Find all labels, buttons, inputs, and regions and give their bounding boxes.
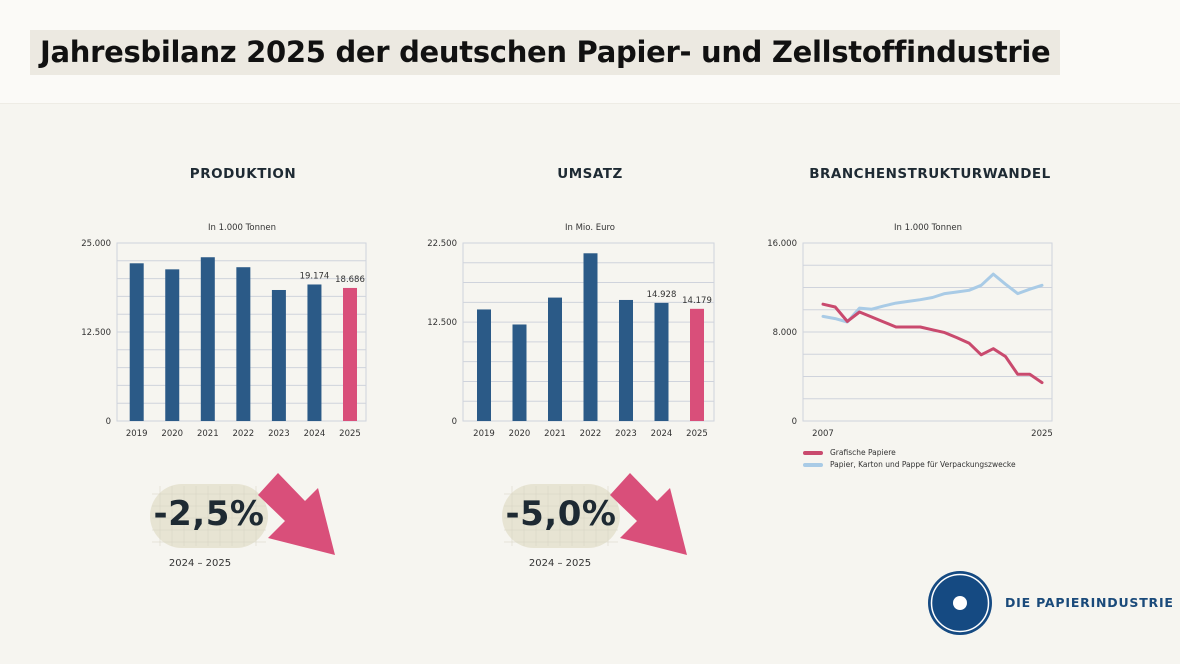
legend-label-graphic-papers: Grafische Papiere bbox=[830, 448, 896, 457]
revenue-ytick-label: 0 bbox=[452, 417, 457, 427]
revenue-data-label: 14.179 bbox=[682, 296, 712, 306]
production-xtick-label: 2024 bbox=[304, 429, 326, 439]
production-xtick-label: 2025 bbox=[339, 429, 361, 439]
production-change-period: 2024 – 2025 bbox=[168, 558, 232, 569]
structure-ytick-label: 8.000 bbox=[773, 328, 797, 338]
structure-line-chart: 0 8.000 16.000 2007 2025 bbox=[767, 239, 1053, 439]
chart-subtitle-production: In 1.000 Tonnen bbox=[208, 223, 276, 233]
revenue-change-value: -5,0% bbox=[505, 494, 617, 534]
production-ytick-label: 12.500 bbox=[81, 328, 111, 338]
production-bar-2020 bbox=[165, 269, 180, 421]
production-change-value: -2,5% bbox=[153, 494, 265, 534]
production-bar-2025 bbox=[343, 287, 357, 421]
revenue-xtick-label: 2019 bbox=[473, 429, 495, 439]
production-xtick-label: 2019 bbox=[126, 429, 148, 439]
revenue-xtick-label: 2023 bbox=[615, 429, 637, 439]
page-title: Jahresbilanz 2025 der deutschen Papier- … bbox=[30, 30, 1061, 75]
production-xtick-label: 2021 bbox=[197, 429, 219, 439]
production-bar-2023 bbox=[271, 289, 286, 421]
chart-subtitle-revenue: In Mio. Euro bbox=[564, 223, 616, 233]
arrow-down-right-icon bbox=[610, 473, 687, 555]
structure-ytick-label: 0 bbox=[792, 417, 797, 427]
production-xtick-label: 2022 bbox=[233, 429, 255, 439]
revenue-xtick-label: 2021 bbox=[544, 429, 566, 439]
structure-xtick-label: 2025 bbox=[1031, 429, 1053, 439]
production-ytick-label: 0 bbox=[106, 417, 111, 427]
chart-title-production: PRODUKTION bbox=[189, 166, 297, 182]
revenue-bar-2024 bbox=[654, 302, 669, 421]
revenue-bar-2021 bbox=[548, 297, 562, 421]
production-bar-2024 bbox=[307, 284, 322, 421]
revenue-ytick-label: 22.500 bbox=[427, 239, 457, 249]
production-bar-2022 bbox=[236, 267, 251, 421]
revenue-bar-2022 bbox=[583, 253, 598, 421]
revenue-bar-2023 bbox=[619, 299, 633, 421]
structure-ytick-label: 16.000 bbox=[767, 239, 797, 249]
revenue-change-period: 2024 – 2025 bbox=[528, 558, 592, 569]
structure-xtick-label: 2007 bbox=[812, 429, 834, 439]
structure-series-line-0 bbox=[821, 302, 1044, 385]
legend-label-packaging: Papier, Karton und Pappe für Verpackungs… bbox=[830, 460, 1016, 469]
revenue-bar-2019 bbox=[477, 309, 491, 421]
production-ytick-label: 25.000 bbox=[81, 239, 111, 249]
revenue-ytick-label: 12.500 bbox=[427, 318, 457, 328]
production-bar-chart: 0 12.500 25.000 2019 2020 2021 2022 2023 2024 19.… bbox=[81, 239, 367, 439]
legend-swatch-packaging bbox=[803, 463, 823, 467]
chart-title-structure: BRANCHENSTRUKTURWANDEL bbox=[809, 166, 1051, 182]
badge-art bbox=[150, 473, 687, 555]
chart-subtitle-structure: In 1.000 Tonnen bbox=[894, 223, 962, 233]
revenue-data-label: 14.928 bbox=[647, 290, 677, 300]
production-bar-2019 bbox=[129, 263, 144, 421]
badge-pill bbox=[150, 484, 268, 548]
revenue-xtick-label: 2020 bbox=[509, 429, 531, 439]
logo-icon bbox=[928, 571, 992, 635]
production-data-label: 19.174 bbox=[300, 271, 330, 281]
badge-pill bbox=[502, 484, 620, 548]
revenue-xtick-label: 2025 bbox=[686, 429, 708, 439]
revenue-bar-chart: 0 12.500 22.500 2019 2020 2021 2022 2023 2024 14.… bbox=[427, 239, 715, 439]
revenue-xtick-label: 2024 bbox=[651, 429, 673, 439]
production-bar-2021 bbox=[200, 257, 215, 421]
revenue-bar-2025 bbox=[690, 308, 704, 421]
revenue-bar-2020 bbox=[512, 324, 527, 421]
production-data-label: 18.686 bbox=[335, 275, 365, 285]
arrow-down-right-icon bbox=[258, 473, 335, 555]
revenue-xtick-label: 2022 bbox=[580, 429, 602, 439]
production-xtick-label: 2020 bbox=[161, 429, 183, 439]
chart-title-revenue: UMSATZ bbox=[557, 166, 623, 182]
production-xtick-label: 2023 bbox=[268, 429, 290, 439]
legend-swatch-graphic-papers bbox=[803, 451, 823, 455]
logo-text: DIE PAPIERINDUSTRIE bbox=[1005, 595, 1174, 610]
